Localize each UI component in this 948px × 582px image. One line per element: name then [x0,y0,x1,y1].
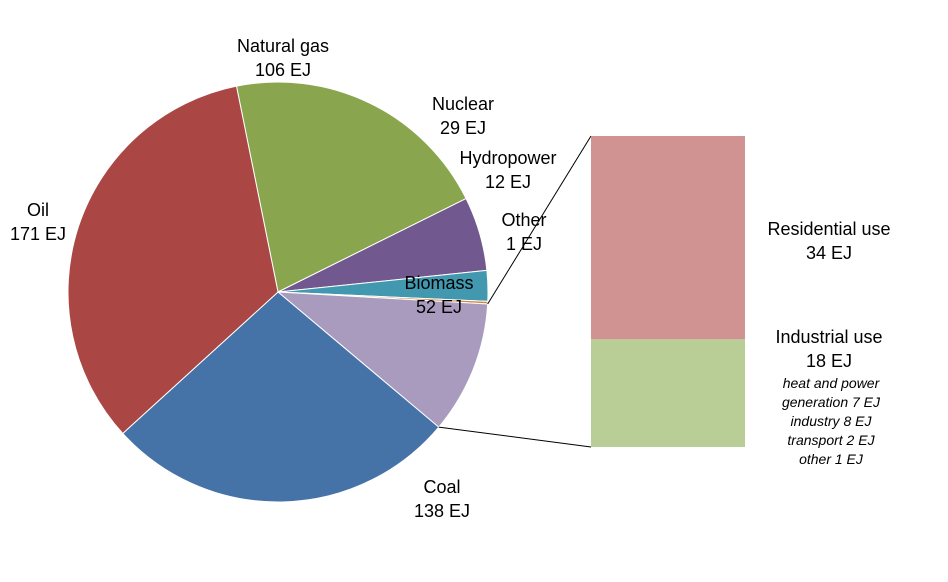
pie-slices [67,81,489,503]
breakdown-connectors [438,135,592,448]
slice-value-nuclear: 29 EJ [440,118,486,138]
breakdown-bar [591,136,745,447]
connector-bottom [438,426,592,448]
slice-value-hydropower: 12 EJ [485,172,531,192]
slice-value-natural-gas: 106 EJ [255,60,311,80]
slice-value-coal: 138 EJ [414,501,470,521]
slice-label-hydropower: Hydropower [459,148,556,168]
slice-value-other: 1 EJ [506,234,542,254]
slice-label-biomass: Biomass [404,273,473,293]
bar-value-industrial-use: 18 EJ [806,351,852,371]
bar-segment-residential-use [591,136,745,340]
bar-detail-generation-7-ej: generation 7 EJ [782,394,881,410]
pie-slice-natural-gas [235,81,467,293]
pie-slice-biomass [276,291,489,428]
slice-label-nuclear: Nuclear [432,94,494,114]
pie-slice-oil [67,85,279,435]
pie-slice-coal [122,291,440,503]
bar-detail-transport-2-ej: transport 2 EJ [787,432,875,448]
slice-label-natural-gas: Natural gas [237,36,329,56]
connector-top [487,135,592,305]
bar-label-industrial-use: Industrial use [775,327,882,347]
bar-detail-other-1-ej: other 1 EJ [799,451,864,467]
bar-value-residential-use: 34 EJ [806,243,852,263]
slice-value-oil: 171 EJ [10,224,66,244]
chart-labels: Natural gas 106 EJ Nuclear 29 EJ Hydropower 1… [10,36,891,521]
slice-value-biomass: 52 EJ [416,297,462,317]
bar-detail-heat-and-power: heat and power [783,375,881,391]
bar-detail-industry-8-ej: industry 8 EJ [791,413,873,429]
slice-label-coal: Coal [423,477,460,497]
slice-label-other: Other [501,210,546,230]
slice-label-oil: Oil [27,200,49,220]
bar-segment-industrial-use [591,339,745,447]
bar-label-residential-use: Residential use [767,219,890,239]
